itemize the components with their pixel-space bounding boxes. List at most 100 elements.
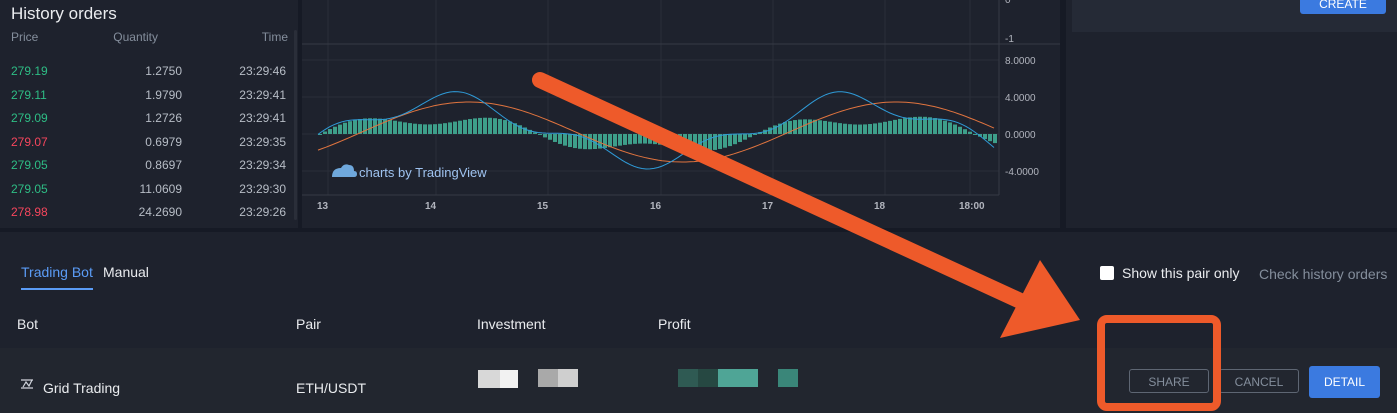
create-button[interactable]: CREATE (1300, 0, 1386, 14)
histogram-bar (853, 124, 857, 134)
histogram-bar (803, 119, 807, 134)
histogram-bar (408, 123, 412, 134)
histogram-bar (948, 122, 952, 134)
histogram-bar (528, 129, 532, 134)
show-pair-only-checkbox[interactable]: Show this pair only (1100, 265, 1240, 281)
column-header-time: Time (261, 30, 288, 44)
histogram-bar (458, 120, 462, 134)
history-quantity: 1.2726 (145, 111, 182, 125)
x-tick-label: 18:00 (959, 201, 985, 212)
list-item: 279.07 0.6979 23:29:35 (0, 133, 298, 153)
column-header-profit: Profit (658, 316, 691, 332)
check-history-orders-link[interactable]: Check history orders (1259, 266, 1388, 282)
history-scrollbar[interactable] (294, 30, 297, 220)
histogram-bar (443, 123, 447, 134)
histogram-bar (473, 118, 477, 134)
history-title: History orders (11, 4, 117, 23)
histogram-bar (608, 134, 612, 148)
histogram-bar (988, 134, 992, 142)
share-button[interactable]: SHARE (1129, 369, 1209, 393)
histogram-bar (908, 117, 912, 134)
x-tick-label: 18 (874, 201, 886, 212)
histogram-bar (898, 118, 902, 134)
histogram-bar (953, 124, 957, 134)
y-tick-label: -4.0000 (1005, 167, 1039, 178)
histogram-bar (863, 124, 867, 134)
histogram-bar (658, 134, 662, 145)
histogram-bar (848, 124, 852, 134)
histogram-bar (733, 134, 737, 145)
checkbox-icon[interactable] (1100, 266, 1114, 280)
histogram-bar (318, 134, 322, 135)
tab-manual[interactable]: Manual (103, 264, 149, 280)
column-header-investment: Investment (477, 316, 546, 332)
histogram-bar (818, 120, 822, 134)
histogram-bar (653, 134, 657, 145)
histogram-bar (903, 118, 907, 134)
histogram-bar (358, 119, 362, 134)
histogram-bar (503, 120, 507, 134)
column-header-pair: Pair (296, 316, 321, 332)
list-item: 279.05 0.8697 23:29:34 (0, 156, 298, 176)
histogram-bar (448, 122, 452, 134)
histogram-bar (483, 117, 487, 134)
grid-trading-icon (20, 377, 34, 396)
column-header-quantity: Quantity (113, 30, 158, 44)
histogram-bar (423, 124, 427, 134)
list-item: 279.11 1.9790 23:29:41 (0, 86, 298, 106)
tradingview-watermark[interactable]: charts by TradingView (332, 164, 487, 180)
history-price: 279.11 (11, 87, 47, 102)
histogram-bar (883, 121, 887, 134)
histogram-bar (338, 124, 342, 134)
histogram-bar (628, 134, 632, 145)
history-time: 23:29:35 (239, 134, 286, 149)
histogram-bar (723, 134, 727, 148)
histogram-bar (563, 134, 567, 146)
histogram-bar (348, 121, 352, 134)
y-tick: 0 (1005, 0, 1011, 6)
chart-panel[interactable]: 0 -1 8.0000 4.0000 0.0000 -4.0000 13 14 15 16 1… (302, 0, 1060, 228)
histogram-bar (828, 121, 832, 134)
histogram-bar (388, 119, 392, 134)
histogram-bar (678, 134, 682, 149)
history-price: 279.05 (11, 158, 48, 172)
history-time: 23:29:41 (239, 87, 286, 102)
show-pair-label: Show this pair only (1122, 265, 1240, 281)
histogram-bar (793, 120, 797, 134)
histogram-bar (488, 117, 492, 134)
x-tick-label: 14 (425, 201, 437, 212)
histogram-bar (403, 122, 407, 134)
histogram-bar (663, 134, 667, 146)
histogram-bar (398, 121, 402, 134)
history-price: 278.98 (11, 205, 48, 219)
histogram-bar (433, 124, 437, 134)
history-time: 23:29:34 (239, 158, 286, 172)
histogram-bar (838, 123, 842, 134)
pair-value: ETH/USDT (296, 380, 366, 396)
histogram-bar (688, 134, 692, 150)
list-item: 278.98 24.2690 23:29:26 (0, 203, 298, 223)
history-price: 279.19 (11, 64, 48, 78)
histogram-bar (673, 134, 677, 148)
histogram-bar (928, 117, 932, 134)
histogram-bar (498, 118, 502, 134)
histogram-bar (613, 134, 617, 147)
histogram-bar (428, 124, 432, 134)
histogram-bar (383, 119, 387, 134)
histogram-bar (328, 129, 332, 134)
histogram-bar (333, 126, 337, 134)
history-quantity: 11.0609 (139, 181, 183, 196)
histogram-bar (728, 134, 732, 147)
tab-trading-bot[interactable]: Trading Bot (21, 264, 93, 290)
histogram-bar (508, 121, 512, 134)
histogram-bar (618, 134, 622, 146)
cancel-button[interactable]: CANCEL (1219, 369, 1299, 393)
y-tick-label: 8.0000 (1005, 56, 1036, 67)
histogram-bar (453, 121, 457, 134)
bots-section: Trading Bot Manual Show this pair only C… (0, 232, 1397, 413)
histogram-bar (513, 123, 517, 134)
detail-button[interactable]: DETAIL (1309, 366, 1380, 398)
histogram-bar (493, 118, 497, 134)
watermark-text: charts by TradingView (359, 165, 487, 180)
